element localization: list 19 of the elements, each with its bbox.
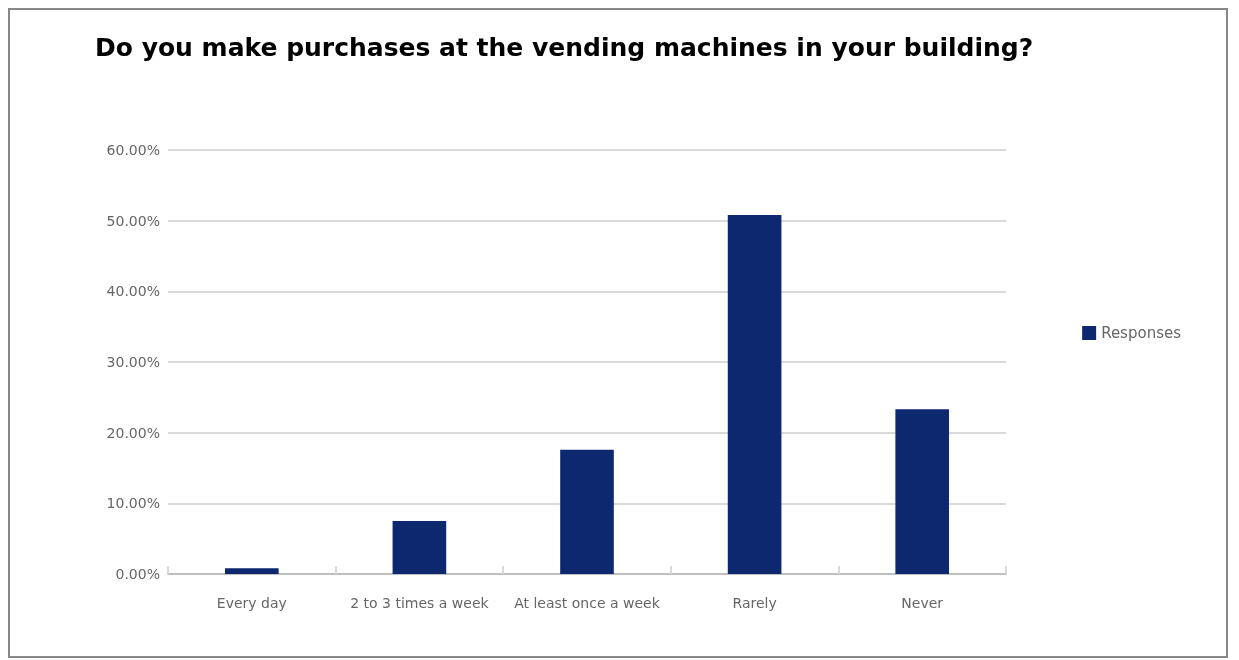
bar <box>727 215 782 574</box>
y-tick-label: 60.00% <box>106 142 160 158</box>
y-tick-label: 50.00% <box>106 212 160 229</box>
x-tick-label: Never <box>901 595 944 611</box>
bar <box>224 568 279 574</box>
bar <box>560 449 614 574</box>
y-tick-label: 40.00% <box>106 283 160 300</box>
bar <box>392 521 447 574</box>
y-tick-label: 30.00% <box>106 354 160 370</box>
y-tick-label: 20.00% <box>106 424 160 441</box>
legend-label: Responses <box>1101 324 1182 342</box>
y-tick-label: 10.00% <box>106 495 160 512</box>
chart-title: Do you make purchases at the vending machines in your building? <box>95 33 1034 62</box>
x-tick-label: Every day <box>216 595 287 611</box>
x-tick-label: 2 to 3 times a week <box>350 595 490 611</box>
x-tick-label: At least once a week <box>514 595 661 611</box>
bar <box>895 409 950 574</box>
y-tick-label: 0.00% <box>115 566 160 582</box>
x-tick-label: Rarely <box>732 595 777 611</box>
